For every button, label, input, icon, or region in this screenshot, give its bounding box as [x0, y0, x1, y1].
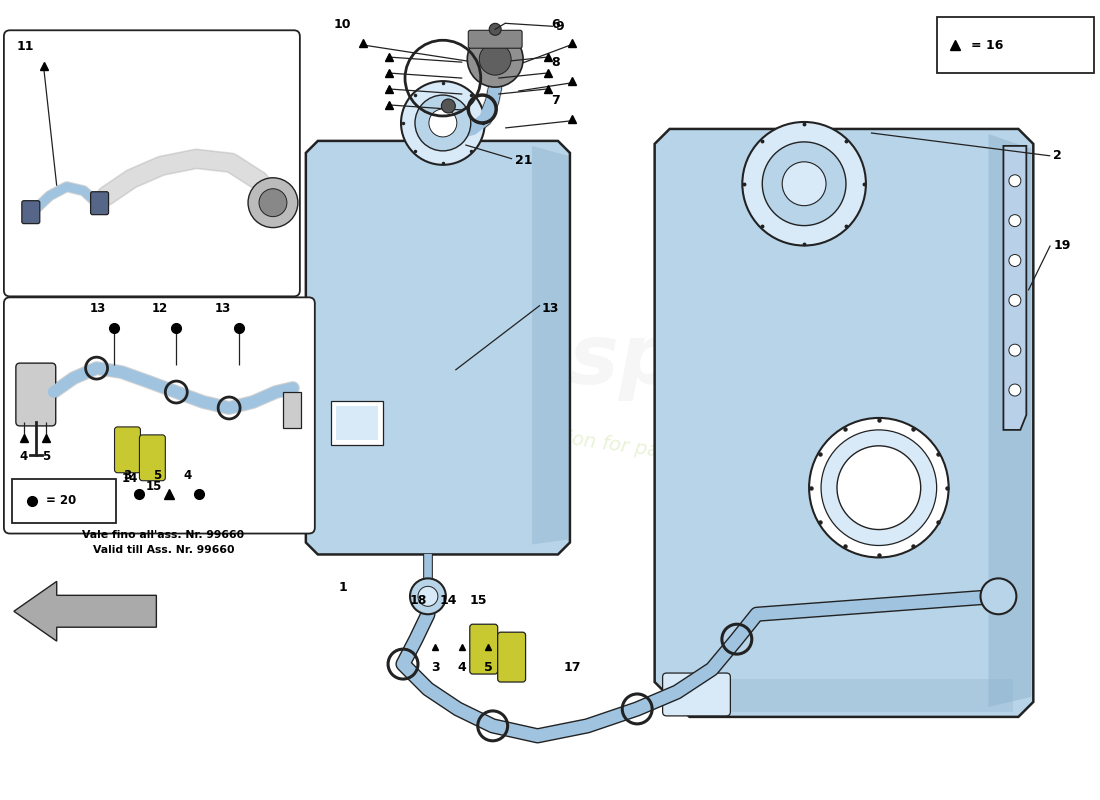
FancyBboxPatch shape	[470, 624, 497, 674]
Text: 13: 13	[89, 302, 106, 315]
Text: Valid till Ass. Nr. 99660: Valid till Ass. Nr. 99660	[92, 546, 234, 555]
Polygon shape	[1003, 146, 1026, 430]
Circle shape	[441, 99, 455, 113]
FancyBboxPatch shape	[469, 30, 522, 48]
Circle shape	[1009, 344, 1021, 356]
Circle shape	[249, 178, 298, 228]
Polygon shape	[694, 679, 1013, 712]
Text: 11: 11	[16, 40, 34, 54]
Circle shape	[1009, 294, 1021, 306]
Circle shape	[429, 109, 456, 137]
Circle shape	[468, 31, 524, 87]
Text: 7: 7	[551, 94, 560, 107]
FancyBboxPatch shape	[140, 435, 165, 481]
Text: 15: 15	[145, 480, 162, 493]
Text: 4: 4	[458, 661, 466, 674]
Polygon shape	[532, 146, 568, 545]
Circle shape	[1009, 384, 1021, 396]
Text: 9: 9	[556, 20, 563, 33]
Text: 12: 12	[152, 302, 168, 315]
Circle shape	[742, 122, 866, 246]
Text: 17: 17	[563, 661, 581, 674]
FancyBboxPatch shape	[4, 298, 315, 534]
Circle shape	[480, 43, 512, 75]
Polygon shape	[989, 134, 1032, 707]
Text: 5: 5	[153, 469, 162, 482]
Text: 6: 6	[551, 18, 560, 31]
Circle shape	[762, 142, 846, 226]
Text: 4: 4	[183, 469, 191, 482]
Text: 5: 5	[42, 450, 50, 463]
Text: = 20: = 20	[46, 494, 76, 507]
Circle shape	[258, 189, 287, 217]
Bar	[336, 406, 377, 440]
FancyBboxPatch shape	[662, 673, 730, 716]
Text: = 16: = 16	[970, 38, 1003, 52]
Text: 1: 1	[339, 581, 348, 594]
Text: 3: 3	[431, 661, 440, 674]
Text: 2: 2	[1053, 150, 1062, 162]
Text: 10: 10	[333, 18, 351, 31]
Circle shape	[1009, 254, 1021, 266]
Circle shape	[980, 578, 1016, 614]
Text: 18: 18	[410, 594, 427, 607]
Circle shape	[1009, 214, 1021, 226]
Text: 3: 3	[123, 469, 132, 482]
Text: eurospares: eurospares	[356, 320, 883, 401]
FancyBboxPatch shape	[4, 30, 300, 296]
Circle shape	[837, 446, 921, 530]
Text: 13: 13	[214, 302, 231, 315]
Circle shape	[821, 430, 937, 546]
Text: a passion for parts since 1985: a passion for parts since 1985	[503, 420, 796, 480]
Text: 21: 21	[515, 154, 532, 167]
Text: 14: 14	[121, 472, 138, 485]
Polygon shape	[283, 392, 301, 428]
Circle shape	[410, 578, 446, 614]
Polygon shape	[14, 582, 156, 641]
Text: 15: 15	[470, 594, 487, 607]
Text: 4: 4	[20, 450, 28, 463]
Text: 8: 8	[551, 56, 560, 69]
FancyBboxPatch shape	[12, 478, 116, 522]
FancyBboxPatch shape	[22, 201, 40, 224]
Bar	[331, 401, 383, 445]
Polygon shape	[306, 141, 570, 554]
Circle shape	[402, 81, 485, 165]
Circle shape	[1009, 174, 1021, 186]
Circle shape	[415, 95, 471, 151]
FancyBboxPatch shape	[90, 192, 109, 214]
FancyBboxPatch shape	[15, 363, 56, 426]
Text: 14: 14	[440, 594, 458, 607]
FancyBboxPatch shape	[497, 632, 526, 682]
FancyBboxPatch shape	[114, 427, 141, 473]
Polygon shape	[654, 129, 1033, 717]
Text: 13: 13	[542, 302, 560, 315]
Text: 5: 5	[484, 661, 493, 674]
Circle shape	[418, 586, 438, 606]
Circle shape	[490, 23, 502, 35]
Text: 19: 19	[1053, 239, 1070, 252]
FancyBboxPatch shape	[937, 18, 1094, 73]
Text: Vale fino all'ass. Nr. 99660: Vale fino all'ass. Nr. 99660	[82, 530, 244, 539]
Circle shape	[782, 162, 826, 206]
Circle shape	[810, 418, 948, 558]
